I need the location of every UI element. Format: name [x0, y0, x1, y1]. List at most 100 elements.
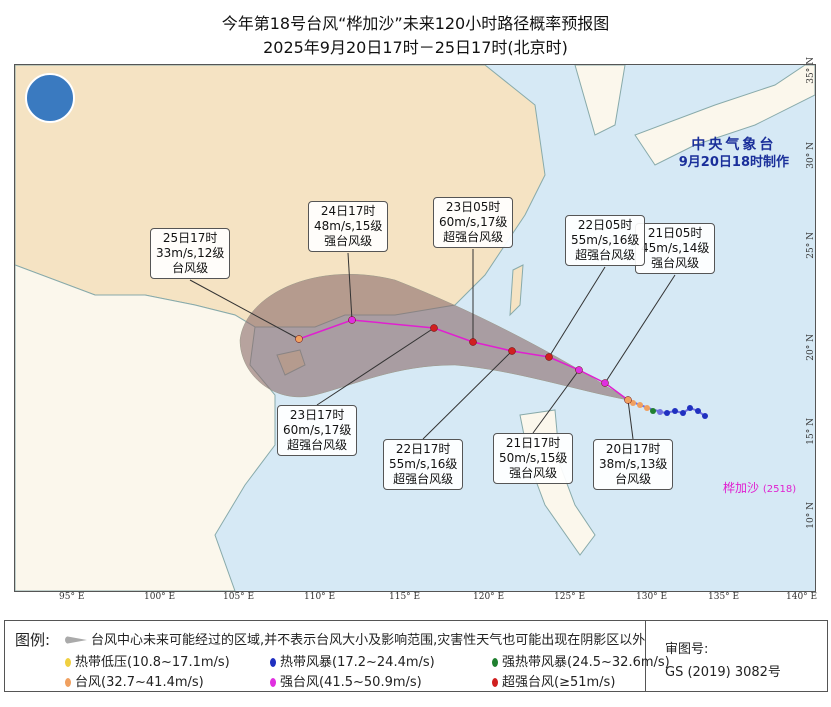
forecast-time: 24日17时 — [320, 204, 376, 218]
forecast-wind: 48m/s,15级 — [314, 219, 383, 233]
forecast-time: 22日17时 — [395, 442, 451, 456]
legend-dot-icon — [270, 678, 276, 687]
lon-tick-label: 110° E — [304, 592, 336, 602]
forecast-time: 21日05时 — [647, 226, 703, 240]
past-track-point — [657, 409, 663, 415]
leader-line — [422, 350, 513, 440]
forecast-label: 25日17时 33m/s,12级 台风级 — [150, 228, 231, 279]
lat-tick-label: 30° N — [806, 142, 816, 169]
taiwan-island — [509, 264, 524, 317]
legend-dot-icon — [65, 658, 71, 667]
forecast-point[interactable] — [545, 353, 553, 361]
past-track-point — [702, 413, 708, 419]
forecast-point[interactable] — [624, 396, 632, 404]
forecast-label: 23日17时 60m/s,17级 超强台风级 — [277, 405, 358, 456]
review-label: 审图号: — [665, 642, 709, 657]
leader-line — [316, 327, 435, 406]
past-track-point — [672, 408, 678, 414]
forecast-point[interactable] — [601, 379, 609, 387]
forecast-time: 23日05时 — [445, 200, 501, 214]
legend-title: 图例: — [15, 631, 51, 649]
china-land — [15, 65, 546, 328]
legend-label: 强热带风暴(24.5~32.6m/s) — [502, 655, 670, 670]
lat-tick-label: 20° N — [806, 334, 816, 361]
forecast-wind: 45m/s,14级 — [641, 241, 710, 255]
legend-item: 台风(32.7~41.4m/s) — [65, 671, 204, 690]
lat-tick-label: 10° N — [806, 502, 816, 529]
forecast-grade: 超强台风级 — [443, 230, 504, 244]
legend-item: 热带风暴(17.2~24.4m/s) — [270, 651, 435, 670]
forecast-grade: 强台风级 — [324, 234, 373, 248]
forecast-label: 21日17时 50m/s,15级 强台风级 — [493, 433, 574, 484]
forecast-label: 20日17时 38m/s,13级 台风级 — [593, 439, 674, 490]
past-track-point — [687, 405, 693, 411]
forecast-wind: 55m/s,16级 — [571, 233, 640, 247]
cone-icon — [65, 636, 87, 644]
legend-label: 强台风(41.5~50.9m/s) — [280, 675, 422, 690]
forecast-label: 23日05时 60m/s,17级 超强台风级 — [433, 197, 514, 248]
past-track-point — [664, 410, 670, 416]
forecast-point[interactable] — [575, 366, 583, 374]
legend-label: 超强台风(≥51m/s) — [502, 675, 616, 690]
legend-item: 强热带风暴(24.5~32.6m/s) — [492, 651, 670, 670]
lon-tick-label: 105° E — [223, 592, 255, 602]
legend-dot-icon — [492, 658, 498, 667]
forecast-time: 23日17时 — [289, 408, 345, 422]
forecast-grade: 超强台风级 — [287, 438, 348, 452]
forecast-point[interactable] — [508, 347, 516, 355]
forecast-label: 22日05时 55m/s,16级 超强台风级 — [565, 215, 646, 266]
leader-line — [189, 279, 300, 340]
legend-dot-icon — [65, 678, 71, 687]
issuer-block: 中央气象台 9月20日18时制作 — [679, 137, 789, 171]
title-line1: 今年第18号台风“桦加沙”未来120小时路径概率预报图 — [221, 14, 610, 33]
past-track-point — [650, 408, 656, 414]
forecast-wind: 60m/s,17级 — [283, 423, 352, 437]
leader-line — [347, 252, 353, 321]
forecast-time: 22日05时 — [577, 218, 633, 232]
cma-logo — [25, 73, 75, 123]
forecast-point[interactable] — [430, 324, 438, 332]
forecast-grade: 强台风级 — [509, 466, 558, 480]
korea-land — [574, 65, 626, 136]
forecast-grade: 台风级 — [172, 261, 209, 275]
legend-label: 热带低压(10.8~17.1m/s) — [75, 655, 230, 670]
issuer-name: 中央气象台 — [691, 137, 777, 153]
forecast-point[interactable] — [469, 338, 477, 346]
legend-item: 热带低压(10.8~17.1m/s) — [65, 651, 230, 670]
legend-label: 热带风暴(17.2~24.4m/s) — [280, 655, 435, 670]
past-points — [630, 400, 708, 419]
review-number: GS (2019) 3082号 — [665, 665, 781, 680]
forecast-label: 22日17时 55m/s,16级 超强台风级 — [383, 439, 464, 490]
lon-tick-label: 135° E — [708, 592, 740, 602]
forecast-wind: 60m/s,17级 — [439, 215, 508, 229]
lon-tick-label: 95° E — [59, 592, 85, 602]
forecast-point[interactable] — [295, 335, 303, 343]
japan-land — [634, 65, 815, 166]
forecast-wind: 33m/s,12级 — [156, 246, 225, 260]
forecast-point[interactable] — [348, 316, 356, 324]
past-track-point — [644, 405, 650, 411]
forecast-grade: 超强台风级 — [393, 472, 454, 486]
legend-dot-icon — [492, 678, 498, 687]
past-track-point — [680, 410, 686, 416]
past-track-point — [637, 402, 643, 408]
typhoon-name: 桦加沙 (2518) — [723, 481, 797, 495]
legend-cone: 台风中心未来可能经过的区域,并不表示台风大小及影响范围,灾害性天气也可能出现在阴… — [65, 629, 645, 648]
forecast-grade: 台风级 — [615, 472, 652, 486]
lon-tick-label: 115° E — [389, 592, 421, 602]
legend: 图例: 台风中心未来可能经过的区域,并不表示台风大小及影响范围,灾害性天气也可能… — [4, 620, 828, 692]
legend-dot-icon — [270, 658, 276, 667]
legend-divider — [645, 621, 646, 691]
lon-tick-label: 125° E — [554, 592, 586, 602]
forecast-time: 25日17时 — [162, 231, 218, 245]
issue-time: 9月20日18时制作 — [678, 155, 789, 170]
forecast-wind: 50m/s,15级 — [499, 451, 568, 465]
forecast-label: 21日05时 45m/s,14级 强台风级 — [635, 223, 716, 274]
forecast-label: 24日17时 48m/s,15级 强台风级 — [308, 201, 389, 252]
map-svg — [15, 65, 815, 591]
lat-tick-label: 35° N — [806, 57, 816, 84]
forecast-cone — [239, 273, 629, 401]
map-area: 中央气象台 9月20日18时制作 桦加沙 (2518) 20日17时 38m/s,… — [14, 64, 816, 592]
lon-tick-label: 140° E — [786, 592, 818, 602]
